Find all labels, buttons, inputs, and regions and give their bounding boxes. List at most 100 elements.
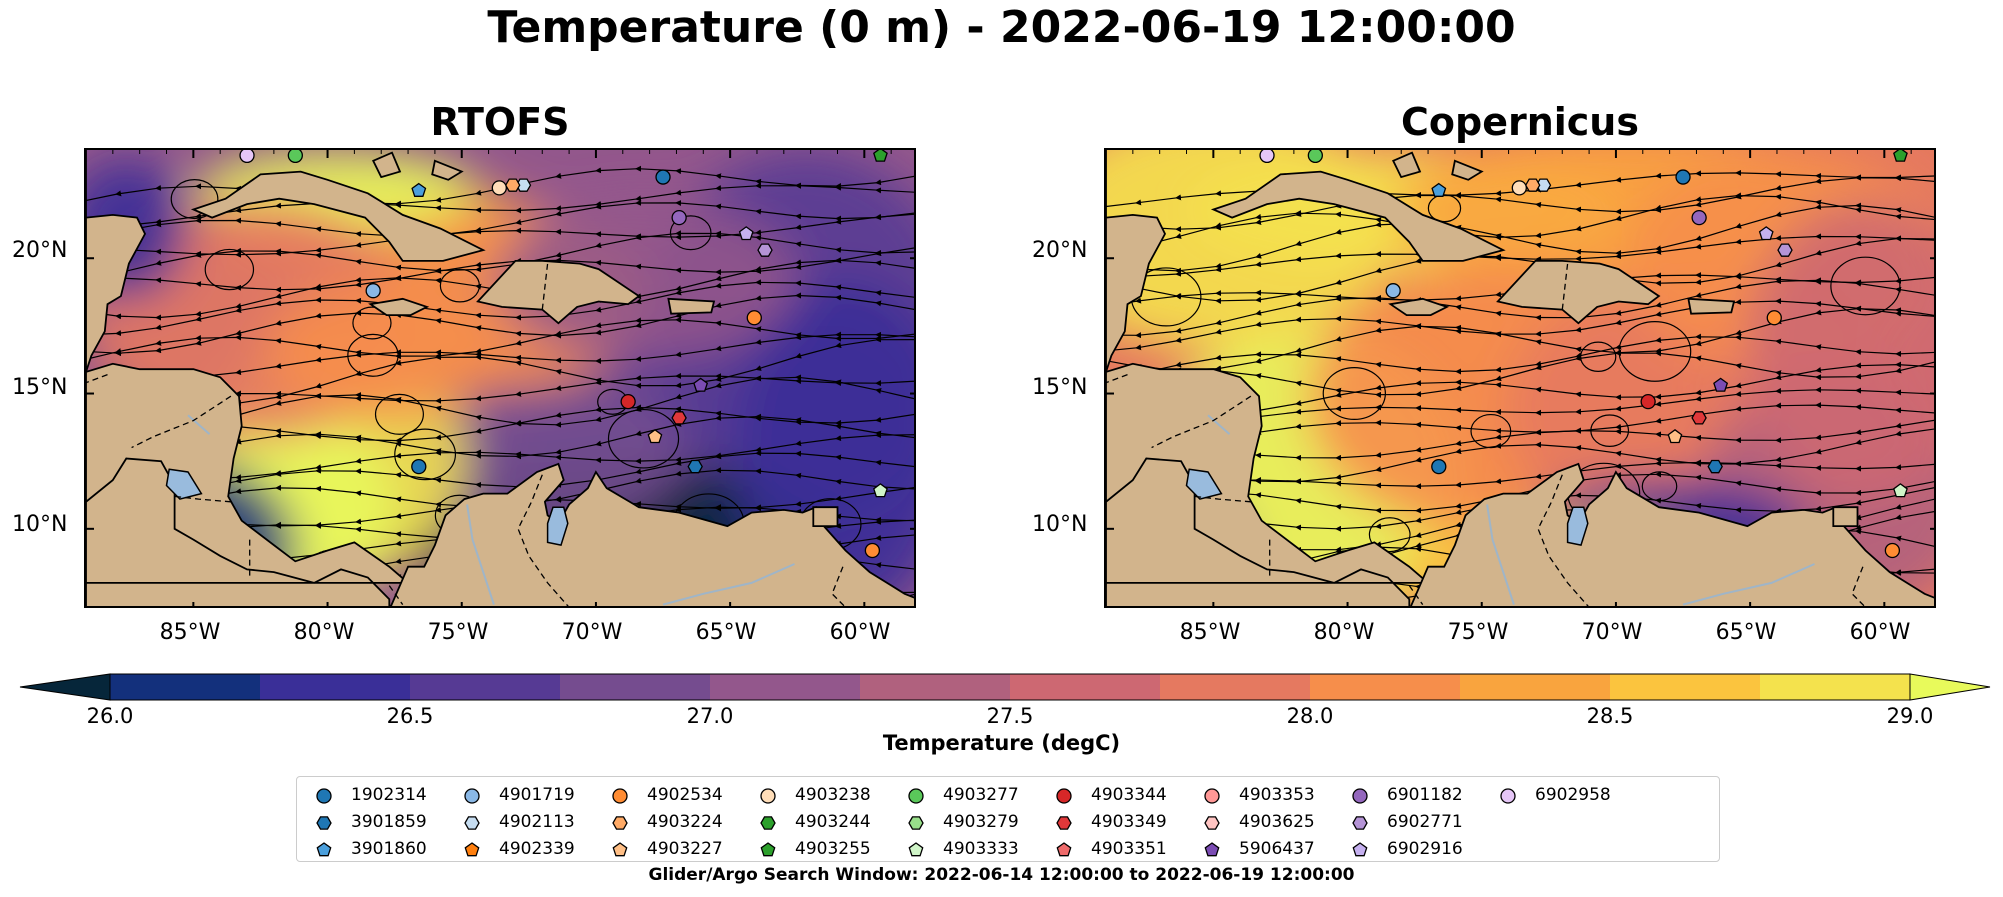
legend-label: 4903277 xyxy=(943,785,1019,805)
pentagon-marker-icon xyxy=(908,842,924,857)
legend-marker-1902314 xyxy=(316,788,332,804)
float-marker-4902534 xyxy=(746,310,762,326)
float-marker-4903277 xyxy=(287,150,303,164)
legend-label: 4903353 xyxy=(1239,785,1315,805)
hexagon-marker-icon xyxy=(1056,816,1072,830)
circle-marker-icon xyxy=(612,788,628,804)
legend-label: 4901719 xyxy=(499,785,575,805)
float-marker-6902916 xyxy=(1758,226,1774,241)
float-marker-4903349 xyxy=(1691,411,1707,425)
float-marker-6902958 xyxy=(1259,150,1275,164)
legend-marker-6901182 xyxy=(1352,788,1368,804)
ytick-label-right: 15°N xyxy=(1032,375,1088,400)
legend-marker-4902339 xyxy=(464,842,480,857)
colorbar-segment xyxy=(1460,674,1611,700)
search-window-caption: Glider/Argo Search Window: 2022-06-14 12… xyxy=(648,865,1355,885)
float-marker-6902771 xyxy=(757,243,773,257)
circle-marker-icon xyxy=(1056,788,1072,804)
float-marker-1902314 xyxy=(655,169,671,185)
colorbar-tick-label: 28.5 xyxy=(1586,704,1634,728)
circle-marker-icon xyxy=(1500,788,1516,804)
legend-marker-4902534 xyxy=(612,788,628,804)
circle-marker-icon xyxy=(908,788,924,804)
float-marker-4903349 xyxy=(671,411,687,425)
legend-marker-4903227 xyxy=(612,842,628,857)
hexagon-marker-icon xyxy=(1204,816,1220,830)
legend-label: 4902339 xyxy=(499,839,575,859)
map-canvas xyxy=(86,150,914,606)
colorbar-segment xyxy=(1610,674,1761,700)
circle-marker-icon xyxy=(1352,788,1368,804)
xtick-label-left: 85°W xyxy=(159,620,221,645)
float-marker-6902771 xyxy=(1777,243,1793,257)
float-marker-4903224 xyxy=(1524,178,1541,192)
float-legend: 1902314 3901859 3901860 4901719 4902113 49023… xyxy=(296,776,1720,862)
legend-label: 4902534 xyxy=(647,785,723,805)
legend-marker-5906437 xyxy=(1204,842,1220,857)
float-marker-4903227 xyxy=(1667,428,1683,444)
hexagon-marker-icon xyxy=(464,816,480,830)
float-marker-1902314 xyxy=(411,458,427,475)
float-marker-4903255 xyxy=(873,150,888,162)
xtick-label-right: 65°W xyxy=(1715,620,1777,645)
legend-marker-4903244 xyxy=(760,816,776,830)
ytick-label-left: 15°N xyxy=(12,375,68,400)
legend-label: 1902314 xyxy=(351,785,427,805)
float-marker-3901859 xyxy=(1707,459,1723,474)
float-marker-4901719 xyxy=(365,283,381,299)
colorbar-segment xyxy=(260,674,411,700)
float-marker-5906437 xyxy=(1713,377,1729,392)
legend-marker-4903353 xyxy=(1204,788,1220,804)
legend-marker-3901859 xyxy=(316,816,332,830)
xtick-label-right: 85°W xyxy=(1179,620,1241,645)
colorbar-tick-label: 28.0 xyxy=(1286,704,1334,728)
legend-marker-6902916 xyxy=(1352,842,1368,857)
legend-marker-4903277 xyxy=(908,788,924,804)
float-marker-4902534 xyxy=(864,542,881,559)
xtick-label-left: 75°W xyxy=(427,620,489,645)
legend-marker-4903351 xyxy=(1056,842,1072,857)
legend-marker-4902113 xyxy=(464,816,480,830)
ytick-label-left: 20°N xyxy=(12,238,68,263)
legend-marker-4903238 xyxy=(760,788,776,804)
legend-label: 4903625 xyxy=(1239,812,1315,832)
colorbar-segment xyxy=(560,674,711,700)
float-marker-4902534 xyxy=(1884,542,1901,559)
panel-title-rtofs: RTOFS xyxy=(430,100,570,144)
pentagon-marker-icon xyxy=(1352,842,1368,857)
colorbar-extend-low xyxy=(19,673,111,701)
xtick-label-left: 60°W xyxy=(829,620,891,645)
pentagon-marker-icon xyxy=(1204,842,1220,857)
legend-label: 6902916 xyxy=(1387,839,1463,859)
colorbar-segment xyxy=(1160,674,1311,700)
colorbar-segment xyxy=(410,674,561,700)
float-marker-4903224 xyxy=(504,178,521,192)
ytick-label-left: 10°N xyxy=(12,512,68,537)
float-marker-1902314 xyxy=(1675,169,1691,185)
pentagon-marker-icon xyxy=(1056,842,1072,857)
copernicus-temperature-map xyxy=(1104,148,1936,608)
xtick-label-right: 80°W xyxy=(1313,620,1375,645)
float-marker-4903227 xyxy=(647,428,663,444)
legend-marker-4903625 xyxy=(1204,816,1220,830)
hexagon-marker-icon xyxy=(760,816,776,830)
figure-title: Temperature (0 m) - 2022-06-19 12:00:00 xyxy=(487,2,1516,53)
float-marker-4903238 xyxy=(491,180,507,196)
float-marker-6901182 xyxy=(1691,209,1707,226)
colorbar-segment xyxy=(1760,674,1911,700)
xtick-label-left: 80°W xyxy=(293,620,355,645)
legend-label: 6902771 xyxy=(1387,812,1463,832)
legend-label: 3901860 xyxy=(351,839,427,859)
colorbar-segment xyxy=(1310,674,1461,700)
xtick-label-right: 60°W xyxy=(1849,620,1911,645)
pentagon-marker-icon xyxy=(760,842,776,857)
colorbar-tick-label: 26.5 xyxy=(386,704,434,728)
legend-marker-4903224 xyxy=(612,816,628,830)
float-marker-4903333 xyxy=(873,483,888,498)
temperature-colorbar xyxy=(19,673,1991,701)
legend-label: 5906437 xyxy=(1239,839,1315,859)
hexagon-marker-icon xyxy=(908,816,924,830)
float-marker-4902534 xyxy=(1766,310,1782,326)
float-marker-4903333 xyxy=(1893,483,1908,498)
legend-label: 4902113 xyxy=(499,812,575,832)
